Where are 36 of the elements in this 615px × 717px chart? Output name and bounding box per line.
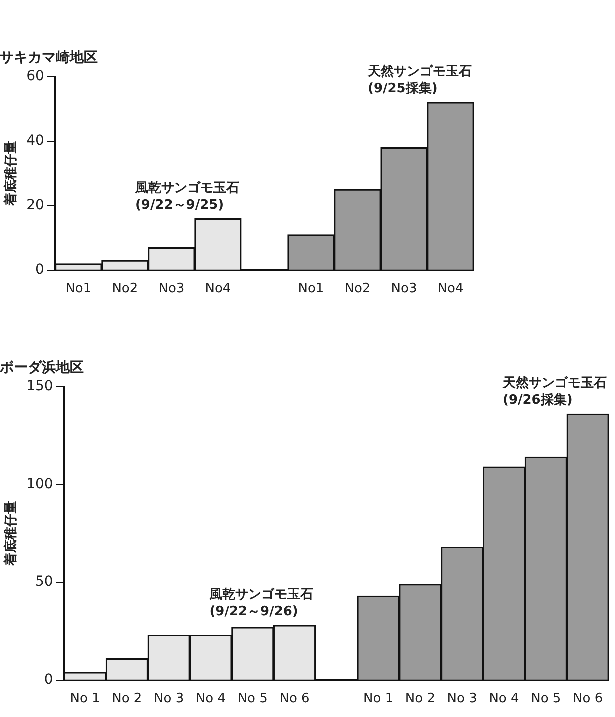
x-tick-label: No 1 <box>364 692 394 707</box>
x-tick-label: No1 <box>66 282 92 297</box>
x-tick-label: No 6 <box>573 692 604 707</box>
x-tick-label: No 2 <box>112 692 142 707</box>
series-label: 天然サンゴモ玉石 (9/25採集) <box>367 64 472 97</box>
y-axis-title: 着底稚仔量 <box>3 141 20 208</box>
chart-title: サキカマ崎地区 <box>0 50 98 66</box>
x-tick-label: No 3 <box>447 692 478 707</box>
series-label: 風乾サンゴモ玉石 (9/22～9/26) <box>208 588 314 620</box>
x-tick-label: No 5 <box>531 692 562 707</box>
series-label: 天然サンゴモ玉石 (9/26採集) <box>502 376 607 408</box>
x-tick-label: No 4 <box>489 692 520 707</box>
y-tick-label: 20 <box>26 198 44 214</box>
x-tick-label: No 2 <box>405 692 436 707</box>
x-tick-label: No1 <box>298 282 324 297</box>
y-tick-label: 60 <box>26 68 44 84</box>
x-tick-label: No4 <box>205 282 232 297</box>
x-tick-label: No 1 <box>70 692 100 707</box>
chart-title: ボーダ浜地区 <box>0 360 84 376</box>
x-tick-label: No2 <box>112 282 138 297</box>
y-tick-label: 0 <box>35 262 44 278</box>
x-tick-label: No 6 <box>280 692 310 707</box>
y-tick-label: 150 <box>26 378 54 394</box>
y-tick-label: 100 <box>26 476 54 492</box>
x-tick-label: No 5 <box>238 692 268 707</box>
y-tick-label: 40 <box>26 132 44 149</box>
x-tick-label: No2 <box>344 282 371 297</box>
series-label: 風乾サンゴモ玉石 (9/22～9/25) <box>134 180 240 213</box>
y-tick-label: 0 <box>44 672 54 688</box>
x-tick-label: No3 <box>391 282 418 297</box>
x-tick-label: No4 <box>438 282 464 297</box>
x-tick-label: No 3 <box>154 692 184 707</box>
x-tick-label: No3 <box>158 282 185 297</box>
x-tick-label: No 4 <box>196 692 226 707</box>
y-axis-title: 着底稚仔量 <box>3 501 20 568</box>
y-tick-label: 50 <box>35 574 54 590</box>
